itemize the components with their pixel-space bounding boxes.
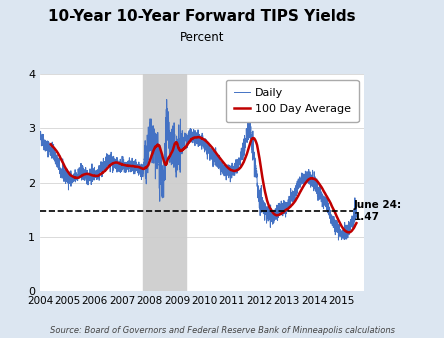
- Daily: [45, 142, 51, 146]
- Daily: [37, 132, 43, 137]
- Daily: [337, 233, 342, 237]
- Line: Daily: Daily: [40, 100, 357, 240]
- Daily: [144, 144, 149, 148]
- Daily: [336, 238, 341, 242]
- Daily: [164, 98, 169, 102]
- 100 Day Average: [132, 165, 138, 169]
- 100 Day Average: [353, 223, 358, 227]
- Daily: [40, 144, 45, 148]
- 100 Day Average: [354, 221, 359, 225]
- 100 Day Average: [147, 158, 153, 162]
- Daily: [166, 143, 172, 147]
- 100 Day Average: [56, 153, 61, 157]
- 100 Day Average: [346, 231, 351, 235]
- Text: Source: Board of Governors and Federal Reserve Bank of Minneapolis calculations: Source: Board of Governors and Federal R…: [49, 325, 395, 335]
- Daily: [354, 206, 359, 210]
- Line: 100 Day Average: 100 Day Average: [51, 137, 357, 233]
- Daily: [99, 168, 104, 172]
- Legend: Daily, 100 Day Average: Daily, 100 Day Average: [226, 80, 358, 122]
- 100 Day Average: [196, 135, 201, 139]
- 100 Day Average: [215, 153, 220, 157]
- 100 Day Average: [48, 142, 53, 146]
- Text: June 24:
1.47: June 24: 1.47: [354, 200, 402, 222]
- Text: Percent: Percent: [180, 31, 224, 44]
- 100 Day Average: [66, 170, 71, 174]
- Bar: [143, 74, 186, 291]
- Text: 10-Year 10-Year Forward TIPS Yields: 10-Year 10-Year Forward TIPS Yields: [48, 9, 356, 24]
